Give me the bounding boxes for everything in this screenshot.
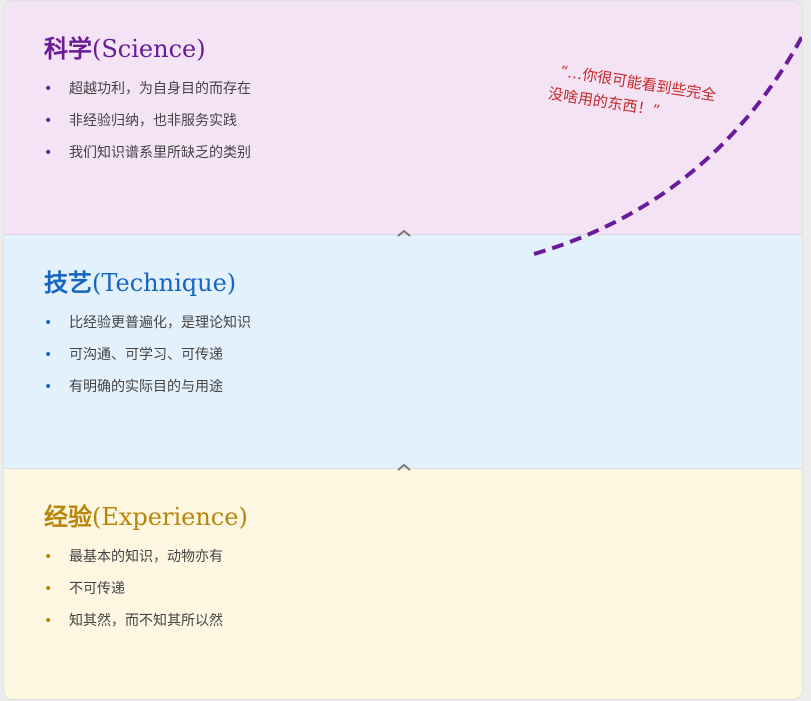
list-item: 比经验更普遍化，是理论知识	[44, 307, 802, 339]
list-item: 知其然，而不知其所以然	[44, 605, 802, 637]
section-experience: 经验(Experience) 最基本的知识，动物亦有 不可传递 知其然，而不知其…	[4, 468, 802, 699]
dashed-curve	[533, 32, 802, 256]
section-technique: 技艺(Technique) 比经验更普遍化，是理论知识 可沟通、可学习、可传递 …	[4, 234, 802, 468]
science-title: 科学(Science)	[44, 34, 206, 63]
chevron-up-icon	[397, 229, 411, 237]
list-item: 有明确的实际目的与用途	[44, 371, 802, 403]
knowledge-pyramid-card: 科学(Science) 超越功利，为自身目的而存在 非经验归纳，也非服务实践 我…	[3, 0, 803, 700]
section-science: 科学(Science) 超越功利，为自身目的而存在 非经验归纳，也非服务实践 我…	[4, 1, 802, 235]
list-item: 非经验归纳，也非服务实践	[44, 105, 802, 137]
list-item: 可沟通、可学习、可传递	[44, 339, 802, 371]
list-item: 不可传递	[44, 573, 802, 605]
chevron-up-icon	[397, 463, 411, 471]
experience-title: 经验(Experience)	[44, 502, 248, 531]
list-item: 最基本的知识，动物亦有	[44, 541, 802, 573]
list-item: 超越功利，为自身目的而存在	[44, 73, 802, 105]
technique-title: 技艺(Technique)	[44, 268, 237, 297]
list-item: 我们知识谱系里所缺乏的类别	[44, 137, 802, 169]
